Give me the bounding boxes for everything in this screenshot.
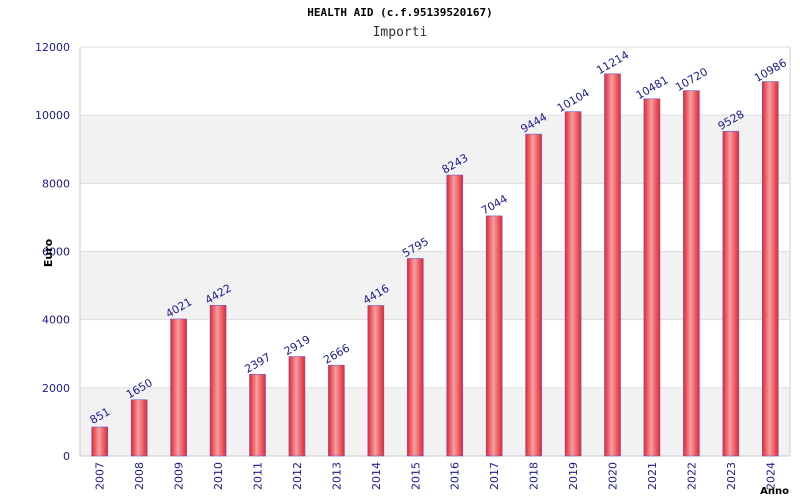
x-tick-label-2012: 2012 (291, 462, 304, 490)
bar-2024 (761, 81, 779, 457)
bar-2013 (328, 364, 345, 457)
y-axis-label: Euro (42, 238, 55, 267)
bar-2010 (209, 304, 227, 457)
y-tick-label: 2000 (42, 382, 70, 395)
plot-band (80, 387, 790, 456)
bar-2012 (288, 356, 306, 457)
bar-2018 (525, 133, 542, 457)
bar-2017 (485, 215, 503, 457)
gridlines (79, 46, 791, 457)
x-tick-label-2022: 2022 (685, 462, 698, 490)
x-tick-label-2023: 2023 (725, 462, 738, 490)
y-tick-label: 12000 (35, 41, 70, 54)
bar-2023 (722, 130, 740, 457)
x-tick-label-2009: 2009 (173, 462, 186, 490)
bar-2008 (130, 399, 148, 457)
bar-2022 (683, 90, 700, 457)
y-tick-label: 4000 (42, 314, 70, 327)
bar-2007 (91, 426, 109, 457)
x-tick-label-2021: 2021 (646, 462, 659, 490)
plot-band (80, 251, 790, 320)
y-tick-label: 10000 (35, 109, 70, 122)
chart-title: HEALTH AID (c.f.95139520167) (307, 6, 493, 19)
x-tick-label-2010: 2010 (212, 462, 225, 490)
bars (91, 73, 779, 457)
plot-background (80, 47, 790, 456)
x-tick-label-2013: 2013 (330, 462, 343, 490)
x-tick-label-2024: 2024 (764, 462, 777, 490)
y-tick-label: 0 (63, 450, 70, 463)
plot-band (80, 115, 790, 184)
x-axis-label: Anno (760, 486, 789, 497)
bar-2019 (564, 111, 582, 457)
bar-2020 (604, 73, 621, 457)
plot-band (80, 47, 790, 116)
y-tick-label: 8000 (42, 177, 70, 190)
x-axis-ticks: 2007 2008 2009 2010 2011 2012 2013 2014 2015 2016… (94, 462, 778, 490)
bar-2014 (367, 305, 385, 457)
x-tick-label-2018: 2018 (528, 462, 541, 490)
bar-2021 (643, 98, 661, 457)
x-tick-label-2015: 2015 (409, 462, 422, 490)
x-tick-label-2017: 2017 (488, 462, 501, 490)
bar-2009 (170, 318, 187, 457)
chart-subtitle: Importi (372, 25, 428, 40)
y-tick-label: 6000 (42, 246, 70, 259)
x-tick-label-2014: 2014 (370, 462, 383, 490)
x-tick-label-2007: 2007 (94, 462, 107, 490)
x-tick-label-2019: 2019 (567, 462, 580, 490)
bar-2015 (406, 258, 424, 457)
y-axis-ticks: 0 2000 4000 6000 8000 10000 12000 (35, 41, 70, 463)
x-tick-label-2011: 2011 (252, 462, 265, 490)
plot-band (80, 183, 790, 252)
x-tick-label-2020: 2020 (607, 462, 620, 490)
bar-2011 (249, 374, 266, 457)
bar-2016 (446, 174, 464, 457)
plot-band (80, 319, 790, 388)
x-tick-label-2008: 2008 (133, 462, 146, 490)
x-tick-label-2016: 2016 (449, 462, 462, 490)
